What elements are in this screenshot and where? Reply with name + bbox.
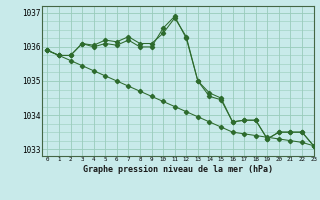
- X-axis label: Graphe pression niveau de la mer (hPa): Graphe pression niveau de la mer (hPa): [83, 165, 273, 174]
